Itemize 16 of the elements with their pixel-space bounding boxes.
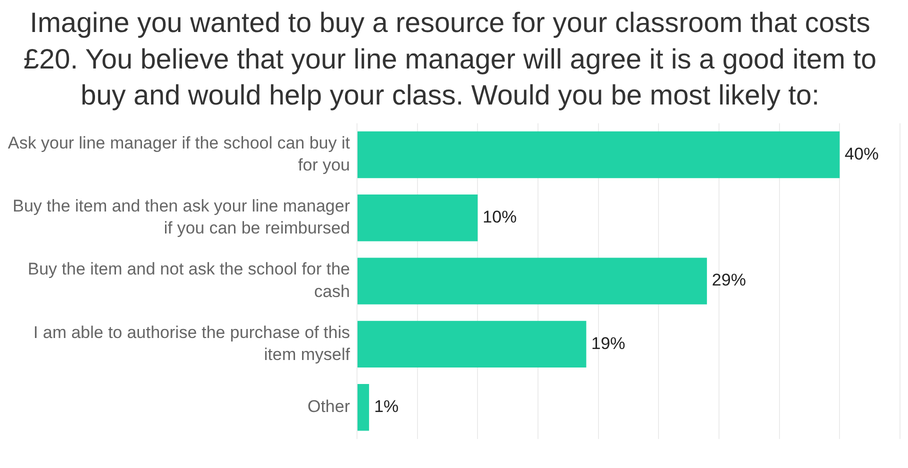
- bar: [358, 258, 707, 304]
- y-tick-label: Buy the item and not ask the school for the cash: [28, 260, 350, 301]
- data-label: 19%: [591, 334, 626, 353]
- chart-title: Imagine you wanted to buy a resource for your classroom that costs £20. You believe that your line manager will agree it is a good item to buy and would help your class. Would you be most likely to:: [24, 6, 876, 111]
- bar: [358, 131, 840, 178]
- bar: [358, 194, 478, 242]
- y-tick-label: Ask your line manager if the school can buy it for you: [8, 133, 350, 175]
- y-tick-label: Buy the item and then ask your line manager if you can be reimbursed: [12, 196, 350, 238]
- data-label: 29%: [712, 270, 746, 290]
- data-label: 10%: [482, 208, 517, 227]
- y-tick-label: I am able to authorise the purchase of this item myself: [33, 322, 350, 364]
- bar: [358, 320, 586, 368]
- data-label: 1%: [374, 397, 399, 416]
- data-label: 40%: [844, 144, 879, 164]
- bar: [358, 384, 370, 431]
- y-tick-label: Other: [307, 397, 350, 416]
